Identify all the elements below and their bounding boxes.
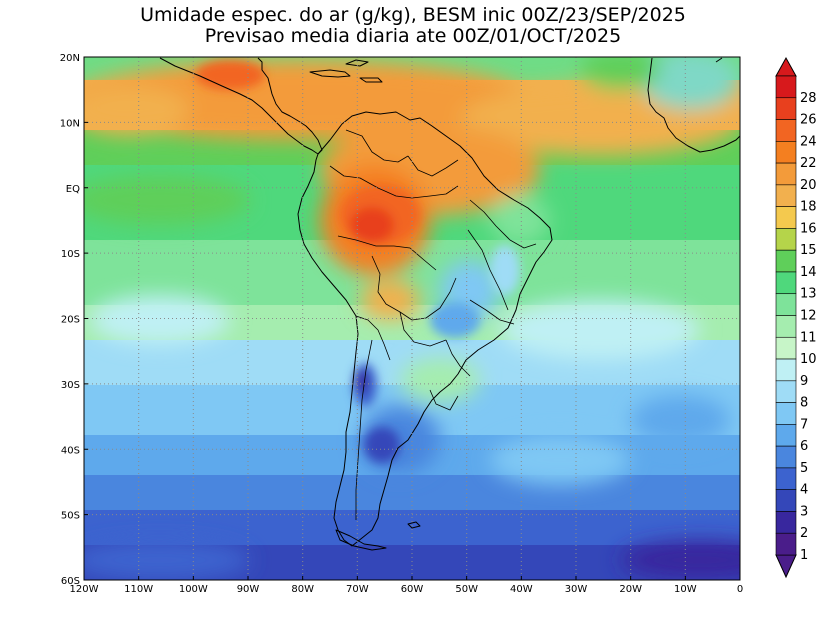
x-tick-label: 100W <box>179 584 208 595</box>
colorbar-label: 8 <box>800 396 808 411</box>
colorbar-swatch <box>775 75 797 99</box>
colorbar-label: 22 <box>800 156 817 171</box>
x-tick-label: 20W <box>619 584 642 595</box>
x-tick-label: 50W <box>455 584 478 595</box>
x-tick-label: 120W <box>70 584 99 595</box>
y-tick-label: 10S <box>61 249 80 260</box>
colorbar-max-triangle <box>775 56 797 77</box>
x-axis: 120W 110W 100W 90W 80W 70W 60W 50W 40W 30W 20W 10W 0 <box>70 576 743 595</box>
y-tick-label: 40S <box>61 445 80 456</box>
colorbar-swatch <box>775 489 797 512</box>
graticule <box>84 57 740 580</box>
colorbar-label: 3 <box>800 504 808 519</box>
colorbar-label: 28 <box>800 91 817 106</box>
colorbar-swatch <box>775 206 797 229</box>
coastlines <box>159 57 740 551</box>
colorbar-label: 12 <box>800 309 817 324</box>
colorbar-swatch <box>775 467 797 490</box>
colorbar-swatch <box>775 162 797 186</box>
colorbar-label: 9 <box>800 374 808 389</box>
colorbar-min-triangle <box>775 554 797 579</box>
x-tick-label: 70W <box>346 584 369 595</box>
y-tick-label: EQ <box>66 184 80 195</box>
colorbar-swatch <box>775 97 797 120</box>
map-title-line1: Umidade espec. do ar (g/kg), BESM inic 0… <box>140 4 686 26</box>
x-tick-label: 90W <box>237 584 260 595</box>
colorbar-swatch <box>775 184 797 207</box>
colorbar-swatch <box>775 228 797 251</box>
colorbar-label: 16 <box>800 221 817 236</box>
colorbar-swatch <box>775 249 797 273</box>
y-tick-label: 10N <box>60 118 80 129</box>
colorbar-label: 26 <box>800 113 817 128</box>
colorbar-label: 15 <box>800 243 817 258</box>
colorbar-label: 1 <box>800 548 808 563</box>
y-axis: 20N 10N EQ 10S 20S 30S 40S 50S 60S <box>60 53 88 587</box>
colorbar-label: 10 <box>800 352 817 367</box>
colorbar-swatch <box>775 315 797 338</box>
x-tick-label: 30W <box>565 584 588 595</box>
colorbar-label: 13 <box>800 287 817 302</box>
colorbar-swatch <box>775 271 797 295</box>
x-tick-label: 60W <box>401 584 424 595</box>
colorbar-swatch <box>775 293 797 316</box>
colorbar-swatch <box>775 358 797 382</box>
colorbar-swatch <box>775 380 797 403</box>
colorbar-swatch <box>775 402 797 425</box>
y-tick-label: 30S <box>61 380 80 391</box>
x-tick-label: 40W <box>510 584 533 595</box>
colorbar-swatch <box>775 511 797 534</box>
y-tick-label: 20S <box>61 315 80 326</box>
colorbar-label: 4 <box>800 483 808 498</box>
x-tick-label: 80W <box>291 584 314 595</box>
y-tick-label: 20N <box>60 53 80 64</box>
map-title-line2: Previsao media diaria ate 00Z/01/OCT/202… <box>205 25 622 47</box>
colorbar-swatch <box>775 336 797 360</box>
colorbar-label: 24 <box>800 134 817 149</box>
colorbar-label: 7 <box>800 417 808 432</box>
colorbar-swatch <box>775 532 797 556</box>
y-tick-label: 60S <box>61 576 80 587</box>
colorbar-label: 2 <box>800 526 808 541</box>
colorbar-swatch <box>775 424 797 447</box>
y-tick-label: 50S <box>61 511 80 522</box>
colorbar-label: 11 <box>800 330 817 345</box>
colorbar-label: 6 <box>800 439 808 454</box>
colorbar-label: 14 <box>800 265 817 280</box>
x-tick-label: 0 <box>737 584 743 595</box>
colorbar-swatch <box>775 141 797 164</box>
colorbar: 28 26 24 22 20 18 16 15 14 13 12 11 10 9 8 7 6 5 4 3 2 1 <box>775 56 817 579</box>
colorbar-swatch <box>775 119 797 142</box>
x-tick-label: 110W <box>124 584 153 595</box>
colorbar-label: 5 <box>800 461 808 476</box>
colorbar-swatch <box>775 445 797 469</box>
x-tick-label: 10W <box>674 584 697 595</box>
humidity-field <box>84 57 740 580</box>
colorbar-label: 20 <box>800 178 817 193</box>
colorbar-label: 18 <box>800 200 817 215</box>
